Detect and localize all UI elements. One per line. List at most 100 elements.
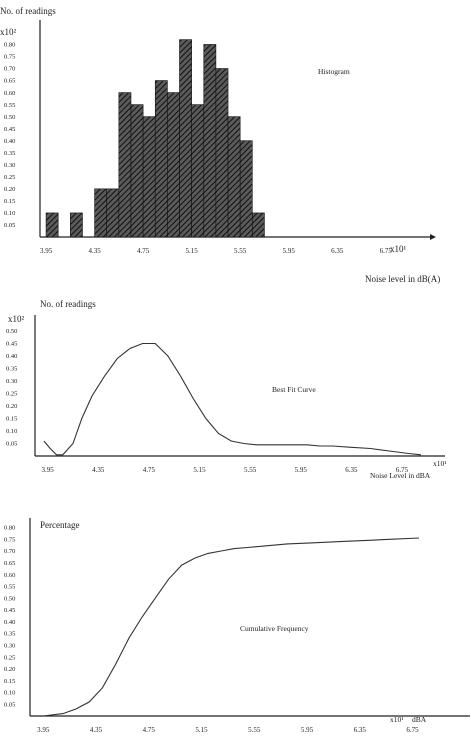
histogram-x-tick-label: 4.35 xyxy=(88,247,101,255)
cumulative-x-tick-label: 5.95 xyxy=(301,726,314,734)
histogram-y-tick-label: 0.05 xyxy=(4,222,15,229)
histogram-bar xyxy=(251,212,265,238)
cumulative-y-tick-label: 0.40 xyxy=(4,619,15,626)
best-fit-y-tick-label: 0.15 xyxy=(6,416,17,423)
cumulative-xlabel: dBA xyxy=(412,715,427,724)
histogram-ylabel: No. of readings xyxy=(0,6,56,16)
best-fit-y-tick-label: 0.30 xyxy=(6,378,17,385)
histogram-y-tick-label: 0.20 xyxy=(4,186,15,193)
histogram-x-tick-label: 5.15 xyxy=(186,247,199,255)
cumulative-y-tick-label: 0.45 xyxy=(4,607,15,614)
histogram-y-tick-label: 0.50 xyxy=(4,114,15,121)
best-fit-x-tick-label: 4.35 xyxy=(92,466,105,474)
cumulative-x-tick-label: 6.35 xyxy=(354,726,367,734)
histogram-bar xyxy=(130,104,144,238)
histogram-panel: No. of readings x10² 0.05 0.10 0.15 0.20 0.2… xyxy=(0,6,440,284)
cumulative-ylabel: Percentage xyxy=(40,520,79,530)
cumulative-x-tick-label: 6.75 xyxy=(406,726,419,734)
histogram-bar xyxy=(94,188,108,238)
cumulative-panel: Percentage 0.05 0.10 0.15 0.20 0.25 0.30 0.35 0… xyxy=(4,518,470,734)
best-fit-y-tick-label: 0.25 xyxy=(6,391,17,398)
cumulative-y-tick-label: 0.15 xyxy=(4,678,15,685)
histogram-x-arrow xyxy=(430,234,436,240)
best-fit-curve xyxy=(43,342,422,456)
best-fit-panel: No. of readings x10² 0.05 0.10 0.15 0.20 0.2… xyxy=(6,299,447,480)
histogram-y-multiplier: x10² xyxy=(0,27,17,37)
cumulative-y-tick-label: 0.05 xyxy=(4,701,15,708)
best-fit-y-tick-label: 0.35 xyxy=(6,366,17,373)
histogram-bar xyxy=(239,140,253,238)
histogram-bar xyxy=(167,92,180,238)
best-fit-x-multiplier: x10¹ xyxy=(433,459,447,468)
histogram-bar xyxy=(154,80,168,238)
best-fit-y-tick-label: 0.05 xyxy=(6,441,17,448)
histogram-y-tick-label: 0.60 xyxy=(4,90,15,97)
histogram-x-tick-label: 5.95 xyxy=(283,247,296,255)
best-fit-x-tick-label: 5.95 xyxy=(295,466,308,474)
best-fit-y-tick-label: 0.10 xyxy=(6,428,17,435)
histogram-x-tick-label: 3.95 xyxy=(40,247,53,255)
cumulative-x-tick-label: 4.75 xyxy=(143,726,156,734)
cumulative-y-tick-label: 0.55 xyxy=(4,584,15,591)
histogram-bar xyxy=(142,116,156,238)
histogram-xlabel: Noise level in dB(A) xyxy=(365,274,440,284)
best-fit-y-tick-label: 0.20 xyxy=(6,403,17,410)
histogram-y-tick-label: 0.15 xyxy=(4,198,15,205)
histogram-y-tick-label: 0.80 xyxy=(4,42,15,49)
histogram-bar xyxy=(118,92,132,238)
cumulative-y-tick-label: 0.80 xyxy=(4,525,15,532)
histogram-y-tick-label: 0.25 xyxy=(4,174,15,181)
histogram-x-tick-label: 6.75 xyxy=(380,247,393,255)
cumulative-x-tick-label: 5.15 xyxy=(195,726,208,734)
best-fit-x-tick-label: 6.35 xyxy=(345,466,358,474)
cumulative-x-multiplier: x10¹ xyxy=(390,715,404,724)
best-fit-y-tick-label: 0.45 xyxy=(6,341,17,348)
histogram-y-tick-label: 0.70 xyxy=(4,66,15,73)
best-fit-annotation: Best Fit Curve xyxy=(272,385,316,394)
cumulative-y-tick-label: 0.30 xyxy=(4,642,15,649)
histogram-x-multiplier: x10¹ xyxy=(390,244,407,254)
histogram-bar xyxy=(227,116,241,238)
cumulative-y-tick-label: 0.75 xyxy=(4,536,15,543)
best-fit-x-tick-label: 4.75 xyxy=(143,466,156,474)
histogram-bar xyxy=(70,212,83,238)
histogram-bar xyxy=(191,104,205,238)
histogram-x-tick-label: 5.55 xyxy=(234,247,247,255)
best-fit-x-tick-label: 5.55 xyxy=(244,466,257,474)
cumulative-y-tick-label: 0.65 xyxy=(4,560,15,567)
histogram-x-tick-label: 6.35 xyxy=(331,247,344,255)
histogram-bar xyxy=(203,44,217,238)
histogram-y-tick-label: 0.40 xyxy=(4,138,15,145)
histogram-y-tick-label: 0.75 xyxy=(4,54,15,61)
best-fit-xlabel: Noise Level in dBA xyxy=(370,471,431,480)
cumulative-y-tick-label: 0.35 xyxy=(4,631,15,638)
cumulative-x-tick-label: 4.35 xyxy=(90,726,103,734)
best-fit-y-tick-label: 0.40 xyxy=(6,353,17,360)
best-fit-x-tick-label: 3.95 xyxy=(42,466,55,474)
histogram-y-tick-label: 0.30 xyxy=(4,162,15,169)
cumulative-x-tick-label: 5.55 xyxy=(248,726,261,734)
best-fit-y-multiplier: x10² xyxy=(8,314,25,324)
cumulative-y-tick-label: 0.50 xyxy=(4,595,15,602)
cumulative-y-tick-label: 0.10 xyxy=(4,690,15,697)
best-fit-y-tick-label: 0.50 xyxy=(6,328,17,335)
histogram-bar xyxy=(215,68,229,238)
histogram-y-tick-label: 0.10 xyxy=(4,210,15,217)
best-fit-x-tick-label: 6.75 xyxy=(396,466,409,474)
histogram-y-tick-label: 0.55 xyxy=(4,102,15,109)
cumulative-y-tick-label: 0.70 xyxy=(4,548,15,555)
best-fit-ylabel: No. of readings xyxy=(40,299,96,309)
cumulative-y-tick-label: 0.60 xyxy=(4,572,15,579)
cumulative-curve xyxy=(43,537,420,717)
histogram-y-tick-label: 0.45 xyxy=(4,126,15,133)
cumulative-y-tick-label: 0.25 xyxy=(4,654,15,661)
histogram-y-tick-label: 0.65 xyxy=(4,78,15,85)
histogram-bar xyxy=(106,188,120,238)
histogram-x-tick-label: 4.75 xyxy=(137,247,150,255)
cumulative-annotation: Cumulative Frequency xyxy=(240,624,309,633)
histogram-annotation: Histogram xyxy=(318,67,350,76)
histogram-bar xyxy=(45,212,59,238)
best-fit-x-tick-label: 5.15 xyxy=(193,466,206,474)
cumulative-x-tick-label: 3.95 xyxy=(37,726,50,734)
